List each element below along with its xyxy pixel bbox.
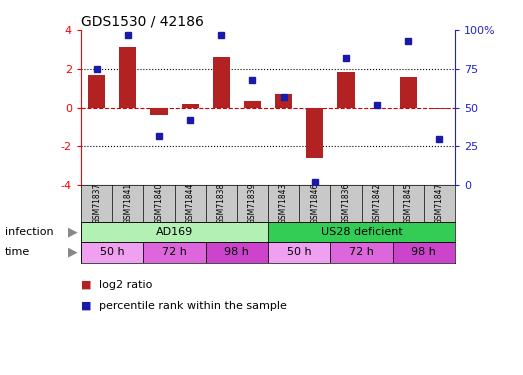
Text: GSM71839: GSM71839 [248,183,257,224]
Bar [393,242,455,262]
Text: GSM71844: GSM71844 [186,183,195,224]
Bar [431,108,448,109]
Text: GSM71843: GSM71843 [279,183,288,224]
Bar [331,242,393,262]
Bar [275,94,292,108]
Text: infection: infection [5,227,54,237]
Text: GSM71840: GSM71840 [154,183,164,224]
Text: GDS1530 / 42186: GDS1530 / 42186 [81,15,204,29]
Bar [337,72,355,108]
Bar [119,48,137,108]
Text: 72 h: 72 h [162,247,187,257]
Text: GSM71847: GSM71847 [435,183,444,224]
Bar [143,242,206,262]
Text: GSM71846: GSM71846 [310,183,319,224]
Text: log2 ratio: log2 ratio [99,280,153,290]
Text: ▶: ▶ [68,225,77,238]
Text: AD169: AD169 [156,227,193,237]
Text: percentile rank within the sample: percentile rank within the sample [99,301,287,310]
Bar [268,222,455,242]
Text: GSM71842: GSM71842 [372,183,382,224]
Text: 72 h: 72 h [349,247,374,257]
Text: GSM71836: GSM71836 [342,183,350,224]
Text: GSM71838: GSM71838 [217,183,226,224]
Text: GSM71845: GSM71845 [404,183,413,224]
Bar [268,242,331,262]
Text: 98 h: 98 h [412,247,436,257]
Text: GSM71841: GSM71841 [123,183,132,224]
Bar [400,76,417,108]
Text: 98 h: 98 h [224,247,249,257]
Text: time: time [5,247,30,257]
Bar [151,108,167,116]
Text: GSM71837: GSM71837 [92,183,101,224]
Text: ▶: ▶ [68,246,77,259]
Bar [81,242,143,262]
Text: ■: ■ [81,301,92,310]
Text: US28 deficient: US28 deficient [321,227,402,237]
Bar [244,101,261,108]
Bar [81,222,268,242]
Bar [213,57,230,108]
Text: ■: ■ [81,280,92,290]
Bar [181,104,199,108]
Bar [88,75,105,108]
Text: 50 h: 50 h [100,247,124,257]
Text: 50 h: 50 h [287,247,312,257]
Bar [206,242,268,262]
Bar [306,108,323,158]
